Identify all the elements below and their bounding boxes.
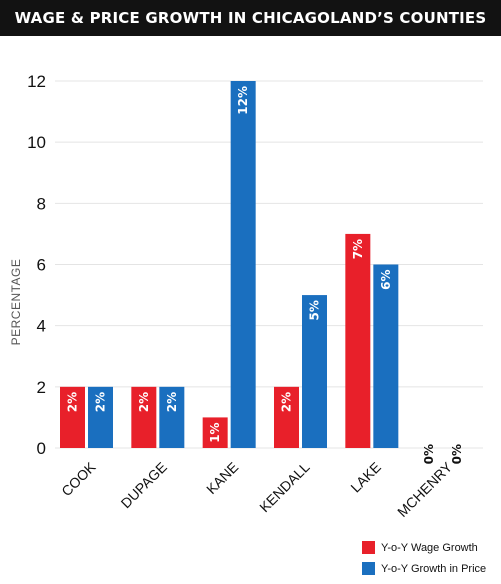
x-category-label-dupage: DUPAGE — [118, 459, 170, 511]
data-label-kane-wage: 1% — [208, 422, 222, 442]
y-tick-label-10: 10 — [27, 133, 46, 152]
bar-dupage-price — [159, 386, 185, 448]
x-axis-categories: COOK DUPAGE KANE KENDALL LAKE MCHENRY — [58, 458, 456, 520]
y-axis-label: PERCENTAGE — [9, 259, 23, 346]
y-tick-label-4: 4 — [37, 317, 46, 336]
data-label-cook-wage: 2% — [66, 392, 80, 412]
data-label-kane-price: 12% — [236, 86, 250, 115]
data-label-lake-wage: 7% — [351, 239, 365, 259]
data-label-mchenry-wage: 0% — [422, 444, 436, 464]
bar-kendall-wage — [274, 386, 299, 448]
bars — [60, 81, 399, 448]
y-tick-label-6: 6 — [37, 256, 46, 275]
legend-item-wage: Y-o-Y Wage Growth — [362, 537, 486, 558]
legend-swatch-price — [362, 562, 375, 575]
y-tick-label-2: 2 — [37, 378, 46, 397]
y-tick-label-12: 12 — [27, 72, 46, 91]
data-label-cook-price: 2% — [94, 392, 108, 412]
bar-dupage-wage — [131, 386, 157, 448]
data-label-mchenry-price: 0% — [450, 444, 464, 464]
data-label-dupage-price: 2% — [165, 392, 179, 412]
bar-cook-price — [88, 386, 113, 448]
data-label-dupage-wage: 2% — [137, 392, 151, 412]
legend-label-price: Y-o-Y Growth in Price — [381, 562, 487, 575]
bar-chart: 0 2 4 6 8 10 12 PERCENTAGE 2% 2% 2% 2% 1% 12% 2% 5% 7%… — [9, 72, 483, 520]
gridlines — [55, 80, 483, 449]
x-category-label-kane: KANE — [203, 459, 241, 497]
legend: Y-o-Y Wage Growth Y-o-Y Growth in Price — [362, 537, 486, 579]
y-tick-label-8: 8 — [37, 194, 46, 213]
bar-kane-wage — [202, 417, 228, 448]
data-labels: 2% 2% 2% 2% 1% 12% 2% 5% 7% 6% 0% 0% — [66, 86, 465, 464]
y-tick-label-0: 0 — [37, 439, 46, 458]
bar-lake-wage — [345, 233, 371, 448]
data-label-kendall-wage: 2% — [280, 392, 294, 412]
legend-swatch-wage — [362, 541, 375, 554]
bar-lake-price — [373, 264, 399, 448]
legend-label-wage: Y-o-Y Wage Growth — [381, 541, 478, 554]
y-axis-ticks: 0 2 4 6 8 10 12 — [27, 72, 46, 458]
x-category-label-cook: COOK — [58, 458, 99, 499]
data-label-kendall-price: 5% — [308, 300, 322, 320]
bar-kane-price — [230, 81, 256, 448]
x-category-label-mchenry: MCHENRY — [394, 458, 456, 520]
chart-title: WAGE & PRICE GROWTH IN CHICAGOLAND’S COU… — [0, 0, 501, 36]
legend-item-price: Y-o-Y Growth in Price — [362, 558, 486, 579]
bar-kendall-price — [302, 295, 327, 448]
x-category-label-kendall: KENDALL — [256, 459, 313, 516]
bar-cook-wage — [60, 386, 85, 448]
data-label-lake-price: 6% — [379, 270, 393, 290]
x-category-label-lake: LAKE — [347, 459, 384, 496]
